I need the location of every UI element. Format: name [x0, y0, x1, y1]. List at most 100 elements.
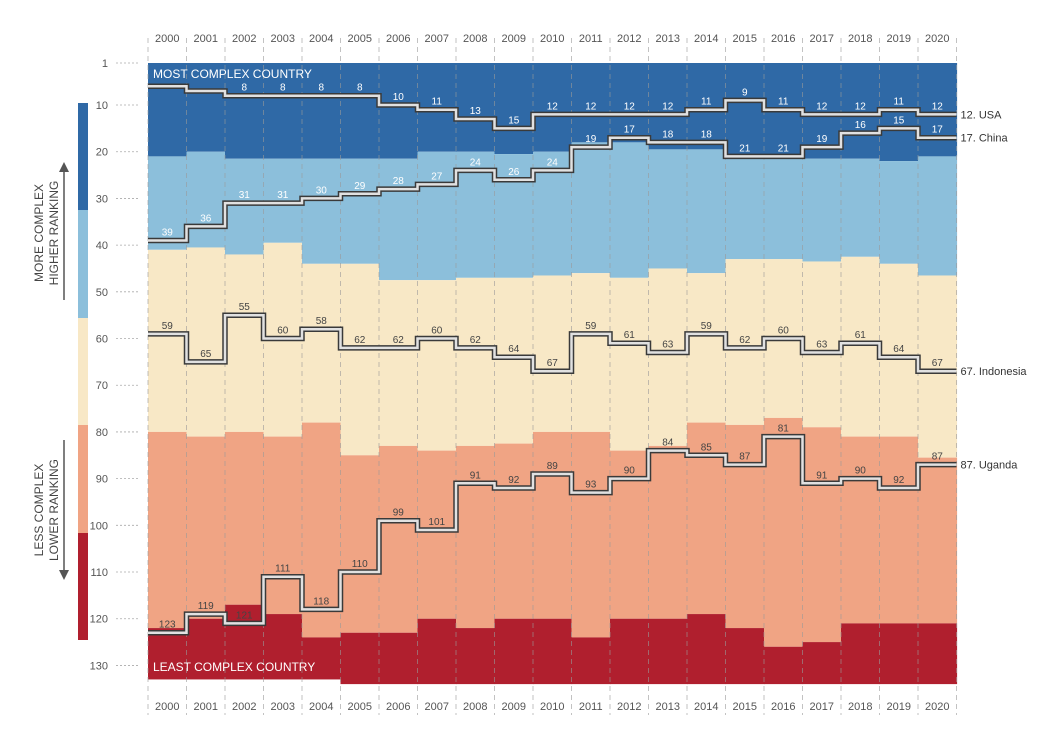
data-label-indonesia-2009: 64	[508, 344, 520, 355]
band-3-2018	[841, 256, 881, 437]
data-label-china-2003: 31	[277, 190, 289, 201]
band-1-2005	[340, 63, 380, 159]
legend-bar-segment-4	[78, 425, 88, 533]
data-label-indonesia-2013: 63	[662, 340, 674, 351]
year-label-bottom: 2004	[309, 701, 333, 713]
band-5-2005	[340, 632, 380, 685]
band-4-2005	[340, 455, 380, 633]
data-label-indonesia-2011: 59	[585, 321, 597, 332]
band-4-2010	[533, 431, 573, 619]
year-label-bottom: 2008	[463, 701, 487, 713]
year-label-bottom: 2001	[194, 701, 218, 713]
data-label-indonesia-2017: 63	[816, 340, 828, 351]
band-2-2004	[302, 158, 342, 264]
band-1-2001	[186, 63, 226, 152]
data-label-usa-2002: 8	[241, 83, 247, 94]
data-label-usa-2004: 8	[318, 83, 324, 94]
data-label-usa-2018: 12	[855, 101, 867, 112]
band-4-2004	[302, 422, 342, 638]
band-2-2013	[648, 149, 688, 269]
band-5-2018	[841, 623, 881, 685]
band-1-2003	[263, 63, 303, 159]
data-label-uganda-2002: 121	[236, 610, 253, 621]
year-label-bottom: 2017	[810, 701, 834, 713]
data-label-china-2016: 21	[778, 143, 790, 154]
year-label-bottom: 2018	[848, 701, 872, 713]
band-1-2013	[648, 63, 688, 150]
band-4-2015	[725, 424, 765, 629]
band-5-2003	[263, 614, 303, 680]
year-label-bottom: 2002	[232, 701, 256, 713]
legend-bar-segment-2	[78, 210, 88, 318]
data-label-indonesia-2007: 60	[431, 326, 443, 337]
band-2-2015	[725, 158, 765, 260]
band-2-2017	[802, 158, 842, 262]
data-label-china-2004: 30	[316, 185, 328, 196]
year-label-top: 2018	[848, 33, 872, 45]
arrow-down-head	[59, 570, 69, 580]
band-1-2000	[148, 63, 188, 157]
banner-most-complex: MOST COMPLEX COUNTRY	[153, 67, 312, 81]
band-2-2012	[610, 142, 650, 278]
y-tick-label: 120	[90, 614, 108, 626]
year-label-top: 2014	[694, 33, 718, 45]
band-1-2006	[379, 63, 419, 159]
data-label-usa-2005: 8	[357, 83, 363, 94]
y-tick-label: 130	[90, 660, 108, 672]
band-3-2017	[802, 261, 842, 428]
y-tick-label: 50	[96, 287, 108, 299]
data-label-usa-2014: 11	[701, 97, 712, 108]
year-label-top: 2013	[656, 33, 680, 45]
band-5-2011	[571, 637, 611, 685]
band-4-2020	[918, 457, 958, 624]
data-label-indonesia-2008: 62	[470, 335, 482, 346]
band-5-2004	[302, 637, 342, 680]
band-1-2011	[571, 63, 611, 143]
band-3-2014	[687, 273, 727, 423]
data-label-uganda-2014: 85	[701, 442, 713, 453]
data-label-indonesia-2014: 59	[701, 321, 713, 332]
data-label-usa-2010: 12	[547, 101, 559, 112]
band-2-2011	[571, 142, 611, 274]
y-tick-label: 1	[102, 58, 108, 70]
band-3-2000	[148, 249, 188, 432]
band-2-2019	[879, 161, 919, 264]
band-2-2006	[379, 158, 419, 281]
year-label-top: 2011	[579, 33, 603, 45]
band-5-2002	[225, 604, 265, 680]
data-label-china-2018: 16	[855, 120, 867, 131]
data-label-indonesia-2000: 59	[162, 321, 174, 332]
year-label-top: 2002	[232, 33, 256, 45]
data-label-usa-2006: 10	[393, 92, 405, 103]
band-2-2018	[841, 158, 881, 257]
band-5-2007	[417, 618, 457, 685]
data-label-uganda-2004: 118	[313, 596, 329, 607]
band-3-2005	[340, 263, 380, 456]
band-2-2001	[186, 151, 226, 248]
band-5-2014	[687, 614, 727, 685]
year-label-top: 2019	[887, 33, 911, 45]
band-3-2011	[571, 273, 611, 432]
data-label-china-2009: 26	[508, 167, 520, 178]
data-label-uganda-2017: 91	[816, 470, 828, 481]
series-line-usa	[148, 85, 957, 130]
year-label-bottom: 2010	[540, 701, 564, 713]
band-4-2013	[648, 445, 688, 619]
data-label-uganda-2005: 110	[352, 559, 368, 570]
y-tick-label: 10	[96, 100, 108, 112]
data-label-uganda-2016: 81	[778, 424, 790, 435]
data-label-uganda-2018: 90	[855, 466, 867, 477]
band-5-2001	[186, 618, 226, 680]
data-label-china-2008: 24	[470, 157, 482, 168]
band-3-2012	[610, 277, 650, 451]
band-2-2016	[764, 158, 804, 260]
y-tick-label: 90	[96, 474, 108, 486]
data-label-usa-2012: 12	[624, 101, 636, 112]
band-5-2006	[379, 632, 419, 685]
data-label-uganda-2019: 92	[893, 475, 905, 486]
year-label-bottom: 2016	[771, 701, 795, 713]
data-label-china-2000: 39	[162, 227, 174, 238]
data-label-indonesia-2020: 67	[932, 358, 944, 369]
band-5-2019	[879, 623, 919, 685]
band-4-2018	[841, 436, 881, 624]
